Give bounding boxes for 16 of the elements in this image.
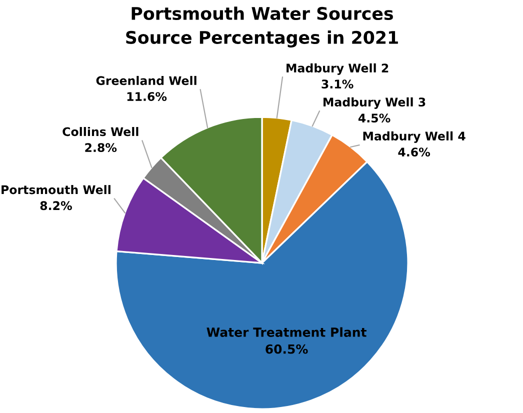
data-label: 4.5%	[358, 114, 390, 123]
data-label: 2.8%	[85, 143, 117, 152]
slice-label: Water Treatment Plant	[206, 327, 366, 337]
data-label: 60.5%	[266, 344, 308, 354]
data-label: 4.6%	[398, 148, 430, 157]
slice-label: Collins Well	[62, 126, 138, 136]
data-label: 8.2%	[40, 201, 72, 210]
slice-label: Greenland Well	[96, 76, 196, 86]
chart-title: Portsmouth Water Sources	[132, 6, 393, 20]
slice-label: Madbury Well 2	[286, 63, 388, 75]
data-label: 3.1%	[322, 80, 354, 89]
chart-subtitle: Source Percentages in 2021	[126, 30, 398, 48]
data-label: 11.6%	[127, 92, 167, 101]
slice-label: Portsmouth Well	[2, 185, 110, 194]
slice-label: Madbury Well 4	[363, 131, 466, 143]
slice-label: Madbury Well 3	[324, 97, 426, 109]
